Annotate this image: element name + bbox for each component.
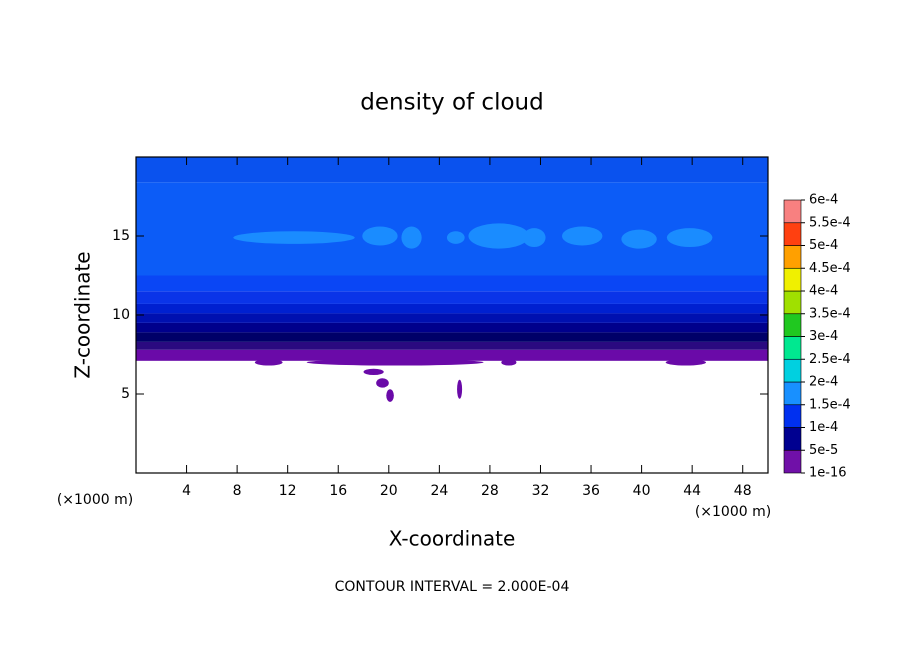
contour-layer (136, 291, 768, 304)
colorbar-label: 1e-4 (809, 420, 838, 435)
contour-patch (233, 231, 355, 244)
x-tick-label: 4 (182, 483, 191, 499)
colorbar-segment (783, 404, 802, 428)
contour-patch (522, 228, 546, 248)
colorbar-segment (783, 449, 802, 474)
contour-layer (136, 157, 768, 183)
colorbar-label: 1.5e-4 (809, 397, 851, 412)
chart-title: density of cloud (360, 90, 543, 116)
colorbar-label: 4e-4 (809, 284, 838, 299)
colorbar-label: 5e-5 (809, 443, 838, 458)
colorbar-segment (783, 245, 802, 269)
x-tick-label: 40 (633, 483, 651, 499)
x-tick-label: 36 (582, 483, 600, 499)
colorbar-segment (783, 222, 802, 246)
contour-patch (665, 359, 707, 366)
x-tick-label: 48 (734, 483, 752, 499)
y-axis-label: Z-coordinate (71, 251, 95, 378)
colorbar-label: 2.5e-4 (809, 352, 851, 367)
x-axis-unit: (×1000 m) (695, 504, 771, 520)
contour-patch (386, 389, 394, 402)
contour-patch (401, 226, 422, 249)
colorbar-label: 6e-4 (809, 193, 838, 208)
contour-layer (136, 182, 768, 276)
colorbar-label: 3e-4 (809, 329, 838, 344)
colorbar-segment (783, 358, 802, 383)
colorbar-label: 1e-16 (809, 466, 847, 481)
contour-patch (666, 228, 713, 248)
contour-patch (621, 229, 657, 249)
contour-layer (136, 341, 768, 350)
x-tick-label: 44 (683, 483, 701, 499)
contour-layer (136, 275, 768, 292)
colorbar-segment (783, 290, 802, 315)
contour-interval: CONTOUR INTERVAL = 2.000E-04 (335, 579, 570, 595)
colorbar-segment (783, 427, 802, 451)
x-axis-label: X-coordinate (389, 527, 516, 551)
x-tick-label: 12 (279, 483, 297, 499)
colorbar-label: 4.5e-4 (809, 261, 851, 276)
contour-layer (136, 322, 768, 333)
y-tick-label: 10 (112, 307, 130, 323)
contour-patch (561, 226, 603, 246)
colorbar-segment (783, 381, 802, 406)
x-tick-label: 16 (329, 483, 347, 499)
contour-patch (446, 231, 465, 244)
x-tick-label: 24 (430, 483, 448, 499)
y-axis-unit: (×1000 m) (57, 492, 133, 508)
colorbar-segment (783, 267, 802, 292)
y-tick-label: 15 (112, 228, 130, 244)
contour-patch (363, 368, 384, 376)
contour-patch (501, 359, 517, 366)
colorbar-label: 3.5e-4 (809, 306, 851, 321)
contour-layer (136, 313, 768, 323)
colorbar-label: 5e-4 (809, 238, 838, 253)
contour-patch (457, 379, 463, 399)
contour-patch (362, 226, 398, 246)
contour-patch (376, 378, 389, 388)
contour-layer (136, 332, 768, 342)
contour-patch (254, 359, 283, 366)
colorbar-segment (783, 313, 802, 337)
contour-patch (468, 223, 530, 249)
colorbar-segment (783, 336, 802, 360)
colorbar-label: 5.5e-4 (809, 215, 851, 230)
colorbar-segment (783, 199, 802, 224)
contour-layer (136, 303, 768, 314)
x-tick-label: 32 (532, 483, 550, 499)
y-tick-label: 5 (121, 386, 130, 402)
contour-field (136, 157, 768, 402)
contour-layer (136, 349, 768, 361)
x-tick-label: 28 (481, 483, 499, 499)
colorbar-label: 2e-4 (809, 375, 838, 390)
x-tick-label: 8 (233, 483, 242, 499)
x-tick-label: 20 (380, 483, 398, 499)
axes: 4 8 12 16 20 24 28 32 36 40 44 48510151e-165e-51e-4… (112, 156, 851, 499)
contour-patch (306, 359, 484, 366)
